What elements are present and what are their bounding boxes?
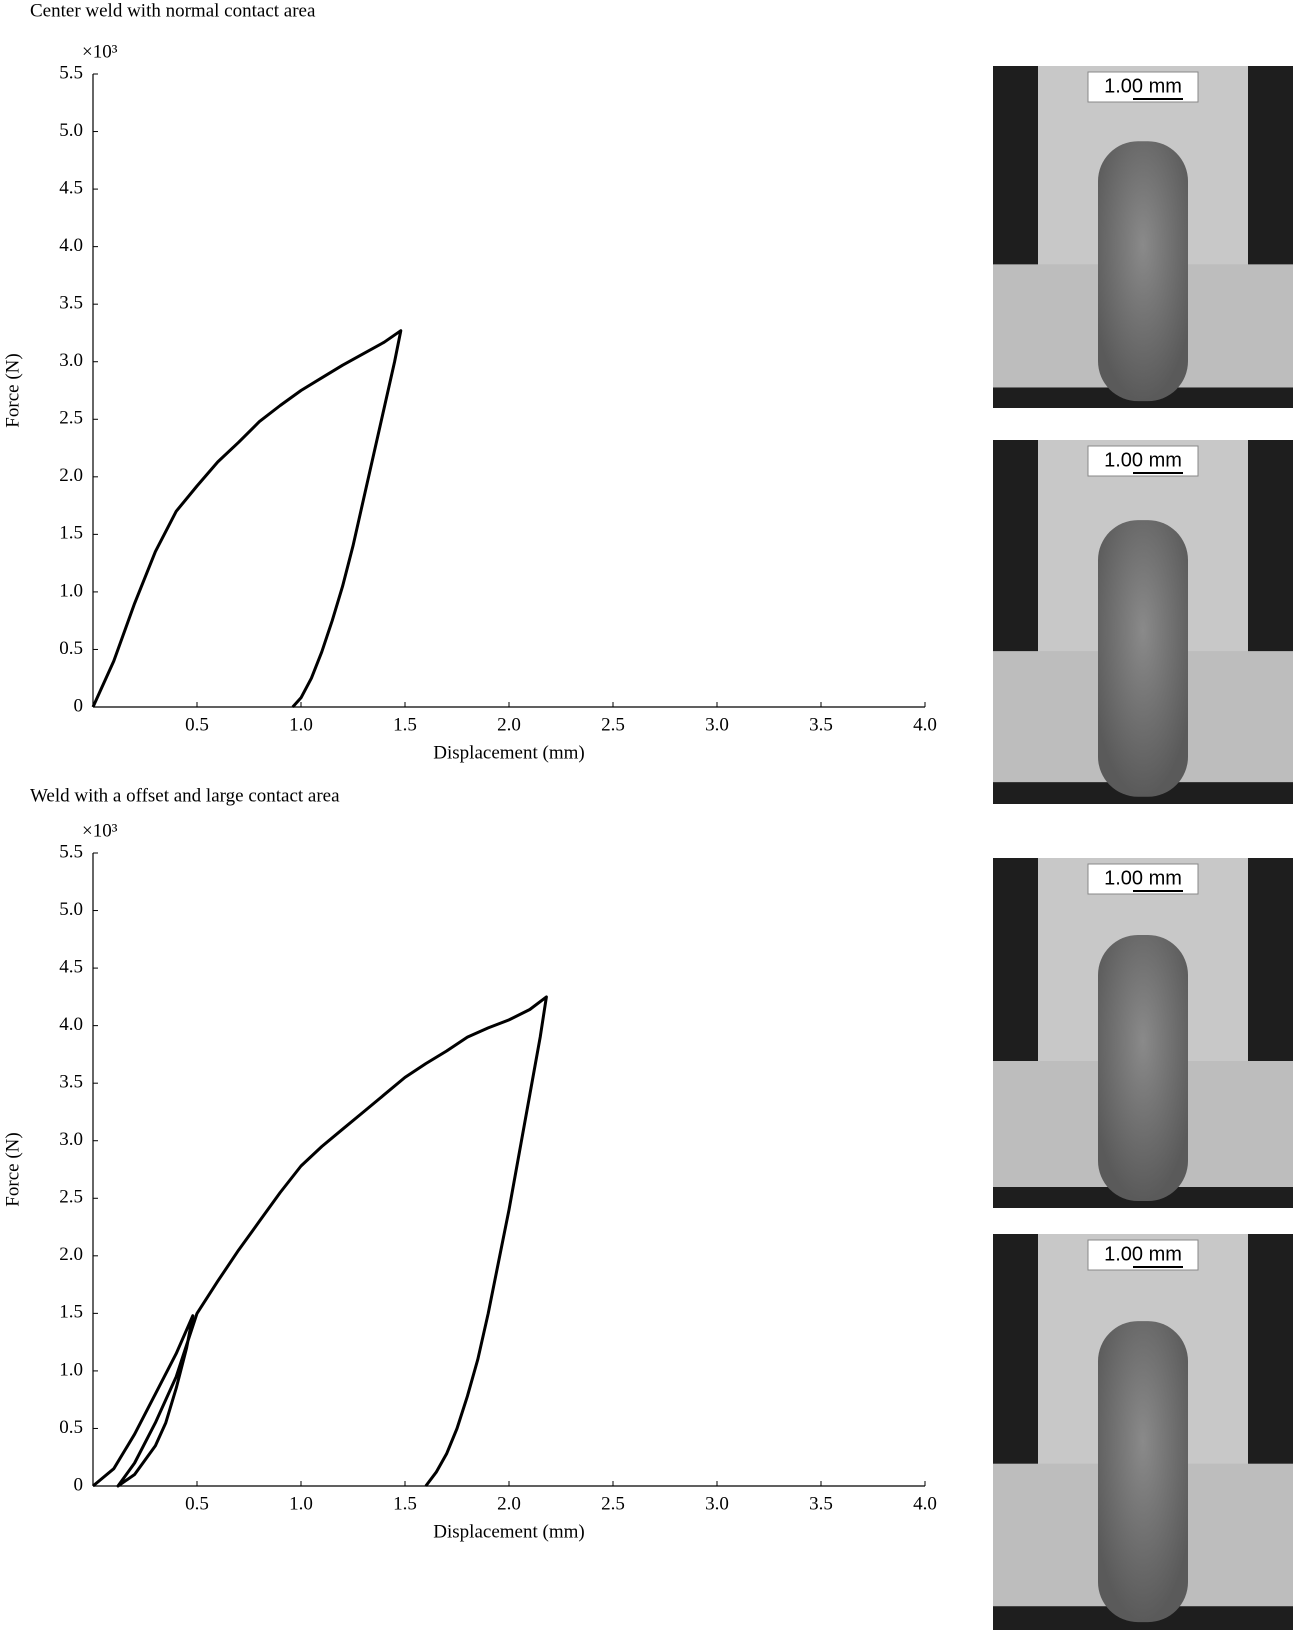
x-tick-label: 1.0 bbox=[289, 1493, 313, 1514]
y-tick-label: 4.0 bbox=[59, 1014, 83, 1035]
y-tick-label: 3.5 bbox=[59, 1072, 83, 1093]
x-tick-label: 2.0 bbox=[497, 714, 521, 735]
x-tick-label: 1.0 bbox=[289, 714, 313, 735]
scale-label: 1.00 mm bbox=[1104, 1243, 1182, 1265]
y-tick-label: 0.5 bbox=[59, 638, 83, 659]
y-tick-label: 1.5 bbox=[59, 1302, 83, 1323]
weld-nugget bbox=[1098, 141, 1188, 402]
y-tick-label: 1.5 bbox=[59, 523, 83, 544]
y-tick-label: 4.5 bbox=[59, 177, 83, 198]
y-tick-label: 2.5 bbox=[59, 408, 83, 429]
scale-label: 1.00 mm bbox=[1104, 75, 1182, 97]
y-axis-label: Force (N) bbox=[2, 1132, 23, 1206]
y-tick-label: 4.0 bbox=[59, 235, 83, 256]
micrograph: 1.00 mm bbox=[993, 858, 1293, 1208]
y-axis-label: Force (N) bbox=[2, 353, 23, 427]
y-tick-label: 1.0 bbox=[59, 1359, 83, 1380]
scale-box bbox=[1087, 71, 1199, 103]
weld-nugget bbox=[1098, 1321, 1188, 1623]
y-tick-label: 3.0 bbox=[59, 350, 83, 371]
x-tick-label: 0.5 bbox=[185, 1493, 209, 1514]
x-tick-label: 3.0 bbox=[705, 1493, 729, 1514]
y-tick-label: 3.5 bbox=[59, 293, 83, 314]
data-line bbox=[92, 995, 548, 1488]
y-tick-label: 2.0 bbox=[59, 1244, 83, 1265]
y-multiplier: ×10³ bbox=[82, 820, 118, 841]
y-tick-label: 2.5 bbox=[59, 1187, 83, 1208]
chart-title: Center weld with normal contact area bbox=[30, 0, 316, 21]
x-tick-label: 3.5 bbox=[809, 1493, 833, 1514]
y-tick-label: 5.5 bbox=[59, 841, 83, 862]
weld-nugget bbox=[1098, 520, 1188, 797]
y-tick-label: 0 bbox=[74, 1474, 84, 1495]
scale-label: 1.00 mm bbox=[1104, 867, 1182, 889]
scale-box bbox=[1087, 445, 1199, 477]
y-tick-label: 5.0 bbox=[59, 120, 83, 141]
x-axis-label: Displacement (mm) bbox=[433, 1521, 584, 1542]
x-tick-label: 4.0 bbox=[913, 714, 937, 735]
data-line bbox=[91, 329, 403, 709]
x-tick-label: 4.0 bbox=[913, 1493, 937, 1514]
x-tick-label: 1.5 bbox=[393, 1493, 417, 1514]
y-tick-label: 0 bbox=[74, 695, 84, 716]
y-tick-label: 2.0 bbox=[59, 465, 83, 486]
x-tick-label: 2.0 bbox=[497, 1493, 521, 1514]
y-tick-label: 3.0 bbox=[59, 1129, 83, 1150]
scale-label: 1.00 mm bbox=[1104, 449, 1182, 471]
x-tick-label: 1.5 bbox=[393, 714, 417, 735]
x-tick-label: 2.5 bbox=[601, 714, 625, 735]
y-tick-label: 4.5 bbox=[59, 956, 83, 977]
scale-box bbox=[1087, 1239, 1199, 1271]
x-tick-label: 2.5 bbox=[601, 1493, 625, 1514]
y-tick-label: 0.5 bbox=[59, 1417, 83, 1438]
x-tick-label: 3.5 bbox=[809, 714, 833, 735]
x-tick-label: 0.5 bbox=[185, 714, 209, 735]
y-multiplier: ×10³ bbox=[82, 41, 118, 62]
micrograph: 1.00 mm bbox=[993, 1234, 1293, 1630]
micrograph: 1.00 mm bbox=[993, 440, 1293, 804]
x-axis-label: Displacement (mm) bbox=[433, 742, 584, 763]
micrograph: 1.00 mm bbox=[993, 66, 1293, 408]
y-tick-label: 5.0 bbox=[59, 899, 83, 920]
weld-nugget bbox=[1098, 935, 1188, 1201]
x-tick-label: 3.0 bbox=[705, 714, 729, 735]
y-tick-label: 1.0 bbox=[59, 580, 83, 601]
chart-title: Weld with a offset and large contact are… bbox=[30, 785, 340, 806]
scale-box bbox=[1087, 863, 1199, 895]
y-tick-label: 5.5 bbox=[59, 62, 83, 83]
